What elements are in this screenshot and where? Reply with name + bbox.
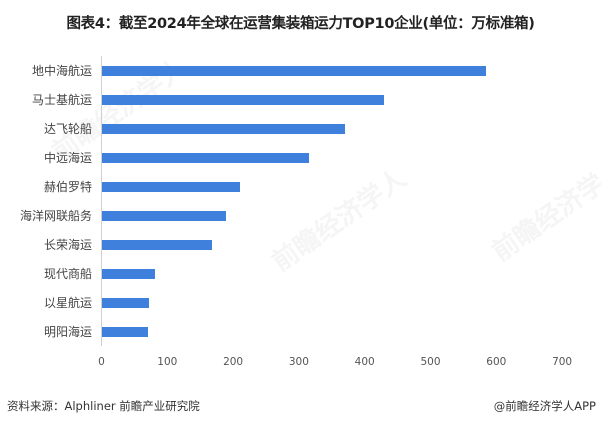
- category-label: 以星航运: [43, 296, 92, 310]
- category-label: 达飞轮船: [43, 122, 92, 136]
- y-axis-line: [101, 56, 102, 346]
- category-label: 现代商船: [43, 267, 92, 281]
- bar: [102, 153, 309, 163]
- bar: [102, 240, 212, 250]
- bar: [102, 124, 345, 134]
- x-tick-label: 200: [223, 356, 244, 368]
- source-note: 资料来源：Alphliner 前瞻产业研究院: [7, 399, 200, 413]
- category-label: 中远海运: [43, 151, 92, 165]
- category-label: 长荣海运: [43, 238, 92, 252]
- plot-area: 地中海航运马士基航运达飞轮船中远海运赫伯罗特海洋网联船务长荣海运现代商船以星航运…: [0, 56, 601, 356]
- x-tick-label: 0: [98, 356, 105, 368]
- category-label: 明阳海运: [43, 325, 92, 339]
- bar: [102, 66, 486, 76]
- x-tick-label: 400: [354, 356, 375, 368]
- bar: [102, 269, 155, 279]
- category-label: 地中海航运: [31, 64, 92, 78]
- x-tick-label: 100: [157, 356, 178, 368]
- bar: [102, 298, 149, 308]
- brand-credit: @前瞻经济学人APP: [493, 399, 596, 413]
- bar: [102, 182, 240, 192]
- x-tick-label: 600: [486, 356, 507, 368]
- chart-title: 图表4：截至2024年全球在运营集装箱运力TOP10企业(单位：万标准箱): [66, 16, 535, 32]
- x-tick-label: 700: [552, 356, 573, 368]
- category-label: 赫伯罗特: [43, 180, 92, 194]
- category-label: 马士基航运: [31, 93, 92, 107]
- category-label: 海洋网联船务: [19, 209, 92, 223]
- bar: [102, 327, 148, 337]
- bar: [102, 211, 226, 221]
- bar: [102, 95, 384, 105]
- x-tick-label: 500: [420, 356, 441, 368]
- x-tick-label: 300: [288, 356, 309, 368]
